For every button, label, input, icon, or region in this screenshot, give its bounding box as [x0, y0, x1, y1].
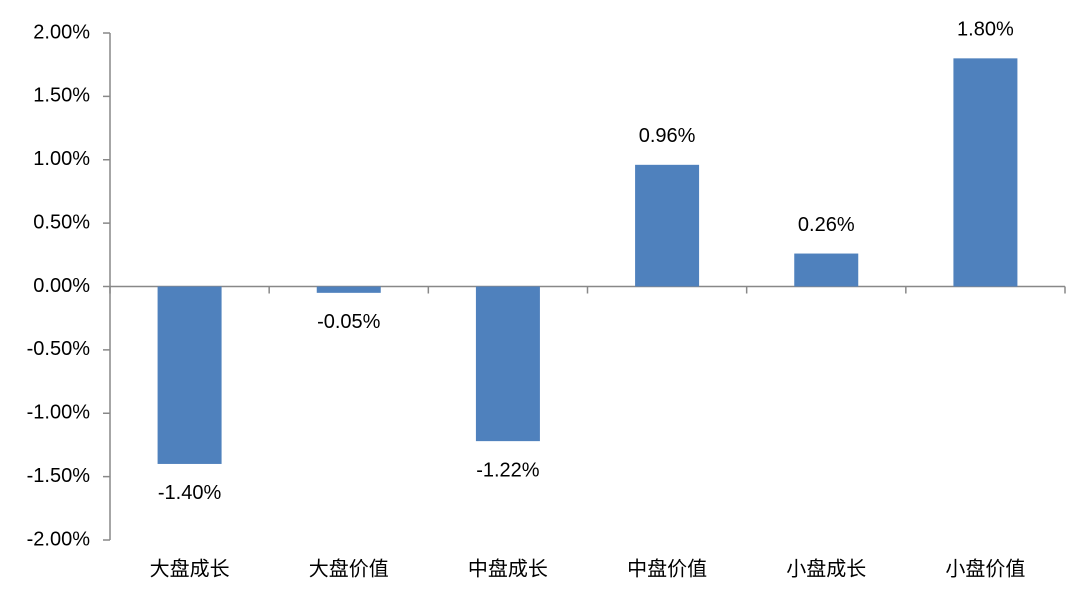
x-tick-label: 大盘价值 — [309, 557, 389, 580]
x-tick-label: 小盘价值 — [945, 557, 1025, 580]
bar — [794, 253, 859, 287]
value-label: -1.40% — [158, 482, 222, 504]
x-tick-label: 小盘成长 — [786, 557, 866, 580]
value-label: 1.80% — [957, 19, 1014, 41]
x-tick-label: 中盘成长 — [468, 557, 548, 580]
y-tick-label: -0.50% — [27, 338, 91, 360]
x-tick-label: 大盘成长 — [150, 557, 230, 580]
y-tick-label: 0.50% — [33, 211, 90, 233]
bar — [475, 286, 540, 442]
bar — [157, 286, 222, 464]
value-label: 0.26% — [798, 214, 855, 236]
x-tick-label: 中盘价值 — [627, 557, 707, 580]
value-label: -1.22% — [476, 459, 540, 481]
bar — [953, 58, 1018, 287]
bar — [316, 286, 381, 293]
bar — [635, 164, 700, 287]
y-tick-label: 2.00% — [33, 21, 90, 43]
y-tick-label: 1.50% — [33, 85, 90, 107]
value-label: -0.05% — [317, 311, 381, 333]
y-tick-label: -2.00% — [27, 528, 91, 550]
value-label: 0.96% — [639, 125, 696, 147]
y-tick-label: -1.50% — [27, 465, 91, 487]
y-tick-label: 1.00% — [33, 148, 90, 170]
y-tick-label: -1.00% — [27, 402, 91, 424]
y-tick-label: 0.00% — [33, 275, 90, 297]
